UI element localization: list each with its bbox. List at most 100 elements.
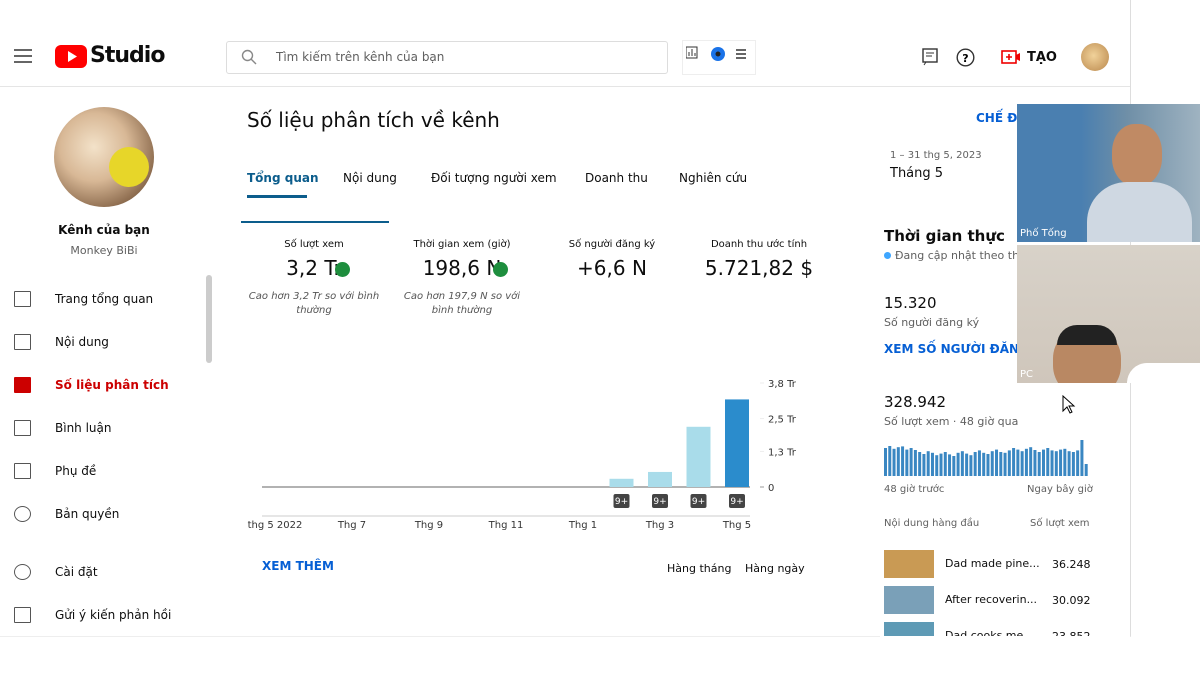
spark-bar	[973, 452, 977, 476]
subscriber-link[interactable]: XEM SỐ NGƯỜI ĐĂNG K	[884, 342, 1043, 356]
y-tick-label: 3,8 Tr	[768, 379, 797, 390]
see-more-link[interactable]: XEM THÊM	[262, 559, 334, 573]
spark-bar	[1003, 452, 1007, 476]
create-icon[interactable]	[1001, 49, 1021, 65]
spark-bar	[1076, 450, 1080, 476]
spark-bar	[1080, 440, 1084, 476]
nav-item[interactable]: Cài đặt	[55, 565, 98, 579]
bar	[609, 478, 634, 487]
video-title[interactable]: Dad made pine...	[945, 557, 1040, 570]
video-label-1: Phố Tống	[1020, 228, 1067, 239]
tab[interactable]: Doanh thu	[585, 171, 648, 185]
spark-bar	[905, 449, 909, 476]
nav-icon[interactable]	[14, 291, 31, 307]
nav-item[interactable]: Phụ đề	[55, 464, 97, 478]
view-label: Số lượt xem · 48 giờ qua	[884, 415, 1019, 428]
nav-icon[interactable]	[14, 334, 31, 350]
spark-bar	[999, 452, 1003, 476]
sidebar-scrollbar[interactable]	[206, 275, 212, 363]
realtime-note: Đang cập nhật theo thời	[895, 249, 1029, 262]
spark-bar	[1041, 449, 1045, 476]
tab[interactable]: Nghiên cứu	[679, 171, 748, 185]
monthly-toggle[interactable]: Hàng tháng	[667, 562, 732, 575]
nav-icon[interactable]	[14, 420, 31, 436]
logo-text: Studio	[90, 43, 165, 68]
spark-bar	[1054, 451, 1058, 476]
feedback-icon[interactable]	[922, 48, 938, 66]
spark-bar	[956, 452, 960, 476]
create-button[interactable]: TẠO	[1027, 50, 1057, 65]
zoom-toolbar[interactable]	[682, 40, 756, 75]
spark-bar	[1059, 449, 1063, 476]
x-tick-label: Thg 5	[722, 520, 751, 531]
date-range: 1 – 31 thg 5, 2023	[890, 150, 982, 161]
nav-item[interactable]: Nội dung	[55, 335, 109, 349]
metric-value: 5.721,82 $	[704, 256, 814, 280]
channel-avatar[interactable]	[54, 107, 154, 207]
marker-label: 9+	[615, 497, 628, 507]
spark-bar	[1046, 448, 1050, 476]
nav-item[interactable]: Số liệu phân tích	[55, 378, 169, 392]
spark-bar	[995, 449, 999, 476]
channel-label: Kênh của bạn	[58, 223, 150, 237]
search-box[interactable]	[226, 41, 668, 74]
nav-item[interactable]: Trang tổng quan	[55, 292, 154, 306]
spark-bar	[926, 451, 930, 476]
period[interactable]: Tháng 5	[890, 166, 944, 181]
spark-bar	[943, 452, 947, 476]
spark-bar	[965, 453, 969, 476]
spark-start: 48 giờ trước	[884, 484, 945, 495]
spark-bar	[948, 454, 952, 476]
up-arrow	[335, 262, 350, 277]
daily-toggle[interactable]: Hàng ngày	[745, 562, 805, 575]
mouse-cursor	[1062, 395, 1076, 414]
nav-item[interactable]: Bình luận	[55, 421, 112, 435]
marker-badge	[729, 494, 745, 508]
spark-bar	[977, 450, 981, 476]
metric-value: 3,2 Tr	[286, 256, 342, 280]
spark-bar	[952, 456, 956, 476]
video-label-2: PC	[1020, 369, 1034, 380]
spark-bar	[1020, 451, 1024, 476]
spark-bar	[1016, 449, 1020, 476]
y-tick-label: 1,3 Tr	[768, 447, 797, 458]
metric-value: 198,6 N	[422, 256, 502, 280]
tab[interactable]: Đối tượng người xem	[431, 171, 557, 185]
spark-bar	[913, 450, 917, 476]
metric-label: Thời gian xem (giờ)	[413, 239, 511, 250]
menu-icon[interactable]	[14, 48, 32, 64]
spark-bar	[1067, 451, 1071, 476]
spark-bar	[1007, 450, 1011, 476]
tab[interactable]: Tổng quan	[247, 171, 319, 185]
nav-icon[interactable]	[14, 607, 31, 623]
video-title[interactable]: After recoverin...	[945, 593, 1038, 606]
metric-note: Cao hơn 3,2 Tr so với bình thường	[248, 291, 380, 316]
video-feed-2	[1017, 245, 1200, 383]
video-thumbnail[interactable]	[884, 586, 934, 614]
tab-underline	[247, 195, 307, 198]
tab[interactable]: Nội dung	[343, 171, 397, 185]
mode-link[interactable]: CHẾ ĐỘ	[976, 111, 1028, 125]
spark-bar	[892, 448, 896, 476]
nav-item[interactable]: Bản quyền	[55, 507, 120, 521]
yt-logo[interactable]	[55, 45, 87, 68]
video-thumbnail[interactable]	[884, 550, 934, 578]
spark-bar	[982, 452, 986, 476]
spark-bar	[986, 454, 990, 476]
nav-icon[interactable]	[14, 564, 31, 580]
sparkline	[884, 440, 1088, 476]
account-avatar[interactable]	[1081, 43, 1109, 71]
nav-item[interactable]: Gửi ý kiến phản hồi	[55, 608, 172, 622]
nav-icon[interactable]	[14, 463, 31, 479]
top-metric-label: Số lượt xem	[1030, 518, 1090, 529]
marker-badge	[652, 494, 668, 508]
bar	[648, 471, 672, 487]
help-icon[interactable]: ?	[956, 48, 975, 67]
nav-icon[interactable]	[14, 506, 31, 522]
metric-label: Doanh thu ước tính	[710, 239, 808, 250]
spark-bar	[896, 447, 900, 476]
metric-note: Cao hơn 197,9 N so với bình thường	[403, 291, 521, 316]
spark-bar	[922, 454, 926, 476]
spark-bar	[930, 452, 934, 476]
nav-icon[interactable]	[14, 377, 31, 393]
